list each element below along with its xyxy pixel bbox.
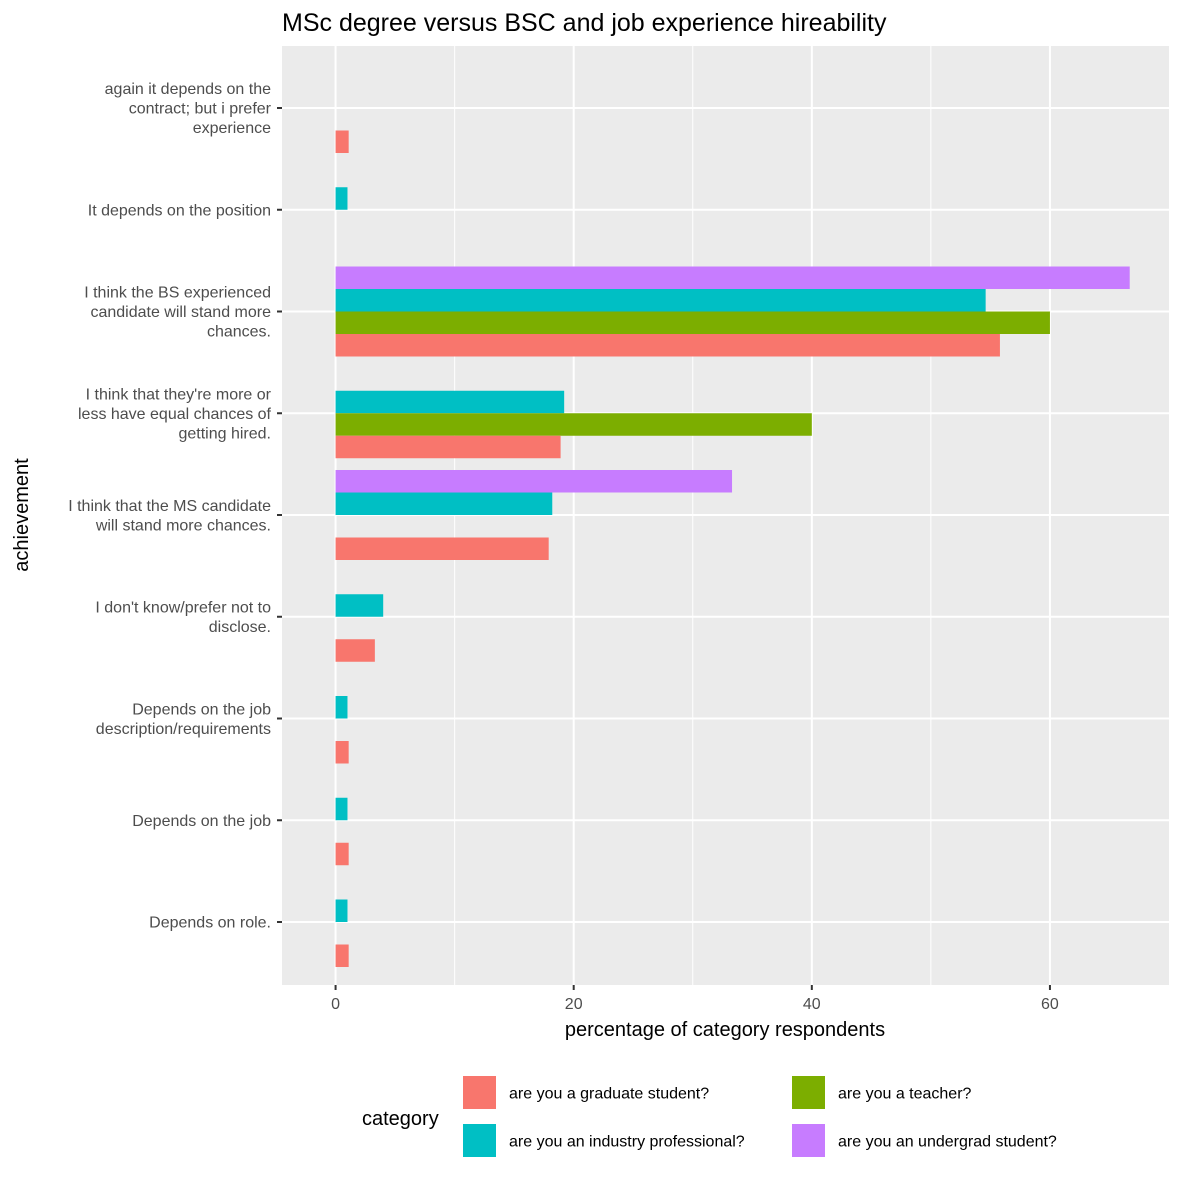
y-tick-label: It depends on the position <box>88 202 271 219</box>
bar <box>335 594 384 617</box>
y-tick-label: contract; but i prefer <box>129 101 272 118</box>
y-tick-label: I think that they're more or <box>86 386 272 403</box>
y-tick-label: experience <box>193 120 271 137</box>
y-axis: again it depends on the contract; but i p… <box>68 81 282 932</box>
bar <box>335 390 565 414</box>
y-tick-label: less have equal chances of <box>78 406 272 423</box>
bar <box>335 187 348 210</box>
bar <box>335 311 1050 334</box>
x-tick-label: 20 <box>565 996 583 1013</box>
legend-item: are you a graduate student? <box>463 1076 709 1109</box>
x-axis-title: percentage of category respondents <box>565 1019 885 1041</box>
legend-item: are you an industry professional? <box>463 1124 745 1157</box>
bar <box>335 470 733 493</box>
x-tick-label: 40 <box>803 996 821 1013</box>
bar <box>335 492 553 515</box>
chart-title: MSc degree versus BSC and job experience… <box>282 9 887 37</box>
y-tick-label: again it depends on the <box>105 81 271 98</box>
y-axis-title: achievement <box>11 458 33 572</box>
y-tick-label: Depends on role. <box>149 915 271 932</box>
y-tick-label: getting hired. <box>178 425 271 442</box>
y-tick-label: Depends on the job <box>132 701 271 718</box>
legend-swatch <box>463 1076 496 1109</box>
y-tick-label: candidate will stand more <box>90 304 271 321</box>
bar <box>335 334 1000 357</box>
legend-label: are you a graduate student? <box>509 1086 709 1103</box>
bar <box>335 842 349 866</box>
bar <box>335 266 1130 289</box>
bar <box>335 413 812 436</box>
bar <box>335 289 986 312</box>
bar <box>335 797 348 821</box>
bar <box>335 639 375 662</box>
y-tick-label: description/requirements <box>96 721 271 738</box>
y-tick-label: will stand more chances. <box>95 517 271 534</box>
y-tick-label: I think that the MS candidate <box>68 498 271 515</box>
legend-swatch <box>792 1076 825 1109</box>
bar <box>335 435 561 459</box>
bar <box>335 130 349 153</box>
y-tick-label: Depends on the job <box>132 813 271 830</box>
bar <box>335 899 348 922</box>
bar <box>335 537 549 560</box>
y-tick-label: disclose. <box>209 619 271 636</box>
x-tick-label: 0 <box>331 996 340 1013</box>
legend: category are you a graduate student? are … <box>362 1076 1057 1157</box>
y-tick-label: chances. <box>207 324 271 341</box>
y-tick-label: I don't know/prefer not to <box>95 600 271 617</box>
legend-label: are you a teacher? <box>838 1086 972 1103</box>
legend-label: are you an industry professional? <box>509 1134 745 1151</box>
bar <box>335 944 349 967</box>
bar <box>335 741 349 764</box>
legend-label: are you an undergrad student? <box>838 1134 1057 1151</box>
legend-swatch <box>463 1124 496 1157</box>
x-axis: 0 20 40 60 <box>331 985 1059 1013</box>
legend-title: category <box>362 1108 439 1130</box>
bars <box>335 130 1130 967</box>
legend-swatch <box>792 1124 825 1157</box>
legend-item: are you a teacher? <box>792 1076 972 1109</box>
legend-item: are you an undergrad student? <box>792 1124 1057 1157</box>
y-tick-label: I think the BS experienced <box>84 285 271 302</box>
bar <box>335 696 348 719</box>
x-tick-label: 60 <box>1041 996 1059 1013</box>
